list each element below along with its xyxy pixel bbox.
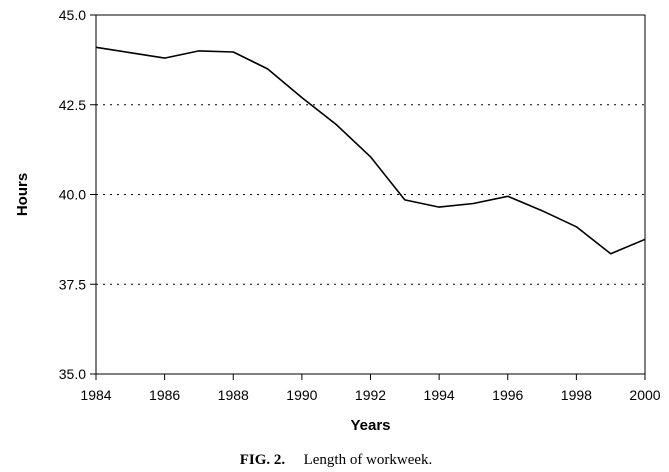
y-tick-label-37.5: 37.5	[59, 276, 86, 292]
y-tick-label-40.0: 40.0	[59, 187, 86, 203]
caption-label: FIG. 2.	[240, 452, 286, 468]
series-line-workweek-hours	[95, 46, 646, 255]
x-tick-label-2000: 2000	[629, 387, 660, 403]
gridlines	[96, 104, 645, 285]
figure-caption: FIG. 2. Length of workweek.	[240, 451, 433, 468]
y-tick-label-35.0: 35.0	[59, 366, 86, 382]
x-axis-title: Years	[350, 417, 390, 434]
x-tick-label-1992: 1992	[355, 387, 386, 403]
series-layer	[95, 46, 646, 255]
x-tick-label-1996: 1996	[492, 387, 523, 403]
x-tick-label-1994: 1994	[424, 387, 455, 403]
x-tick-label-1986: 1986	[149, 387, 180, 403]
x-tick-label-1998: 1998	[561, 387, 592, 403]
x-tick-label-1984: 1984	[80, 387, 111, 403]
y-axis-title: Hours	[14, 173, 31, 216]
caption-text: Length of workweek.	[304, 452, 433, 468]
y-tick-label-45.0: 45.0	[59, 7, 86, 23]
x-tick-label-1988: 1988	[218, 387, 249, 403]
tick-labels: 35.0 37.5 40.0 42.5 45.0 1984 1986 1988 1990 1992…	[59, 7, 661, 403]
x-tick-label-1990: 1990	[286, 387, 317, 403]
y-tick-label-42.5: 42.5	[59, 97, 86, 113]
